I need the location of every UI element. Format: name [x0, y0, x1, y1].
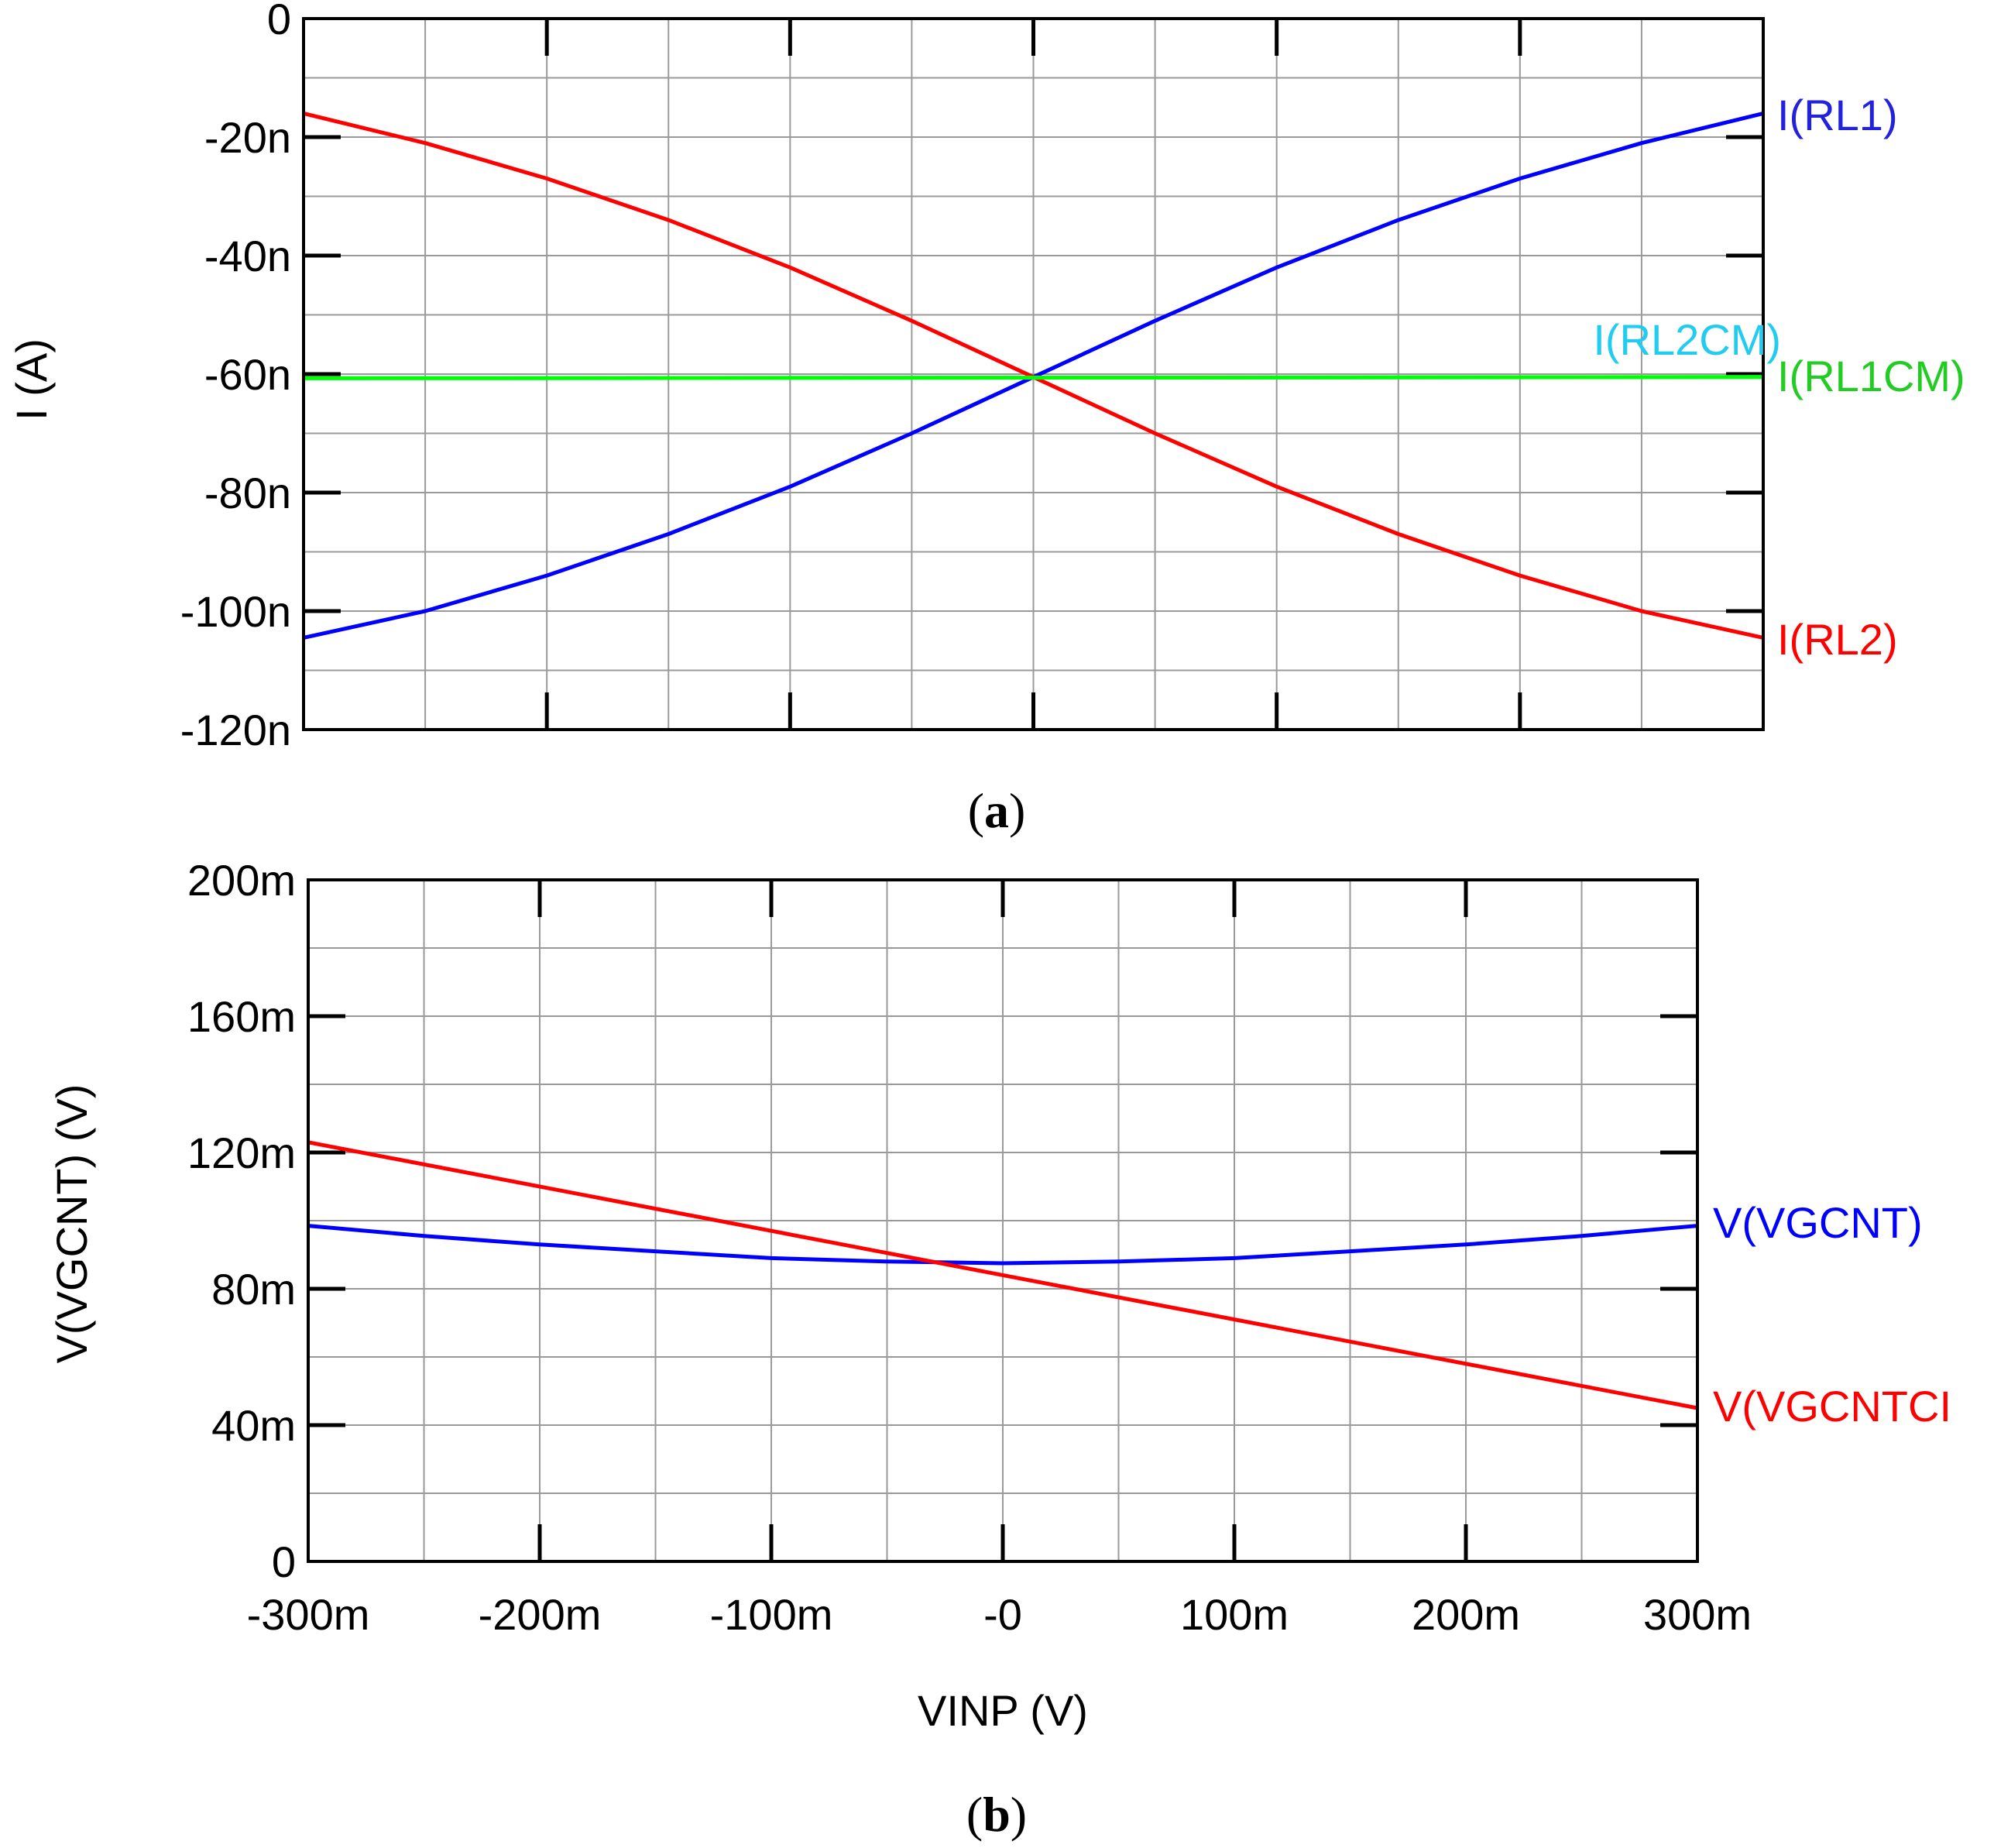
panel-b-major-ticks [308, 880, 1697, 1561]
y-tick-label: 0 [272, 1537, 296, 1586]
panel-b-y-axis-title: V(VGCNT) (V) [47, 1084, 96, 1364]
panel-b-x-tick-labels: -300m -200m -100m -0 100m 200m 300m [247, 1590, 1752, 1639]
series-label-i-rl1: I(RL1) [1777, 91, 1898, 139]
series-label-i-rl2: I(RL2) [1777, 615, 1898, 664]
panel-a-caption-letter: a [984, 783, 1009, 838]
panel-a-caption: (a) [968, 783, 1026, 838]
x-tick-label: 200m [1412, 1590, 1520, 1639]
panel-a-chart: 0 -20n -40n -60n -80n -100n -120n I (A) I(RL1)… [7, 0, 1965, 838]
panel-a-series [303, 111, 1764, 640]
y-tick-label: 120m [187, 1128, 296, 1177]
panel-b-chart: 200m 160m 120m 80m 40m 0 -300m -200m -100m -0 100… [47, 856, 1951, 1842]
x-tick-label: 300m [1643, 1590, 1752, 1639]
panel-b-plot-frame [307, 878, 1699, 1563]
panel-a-plot-frame [302, 17, 1765, 731]
series-label-i-rl2cm: I(RL2CM) [1593, 315, 1781, 364]
y-tick-label: -60n [204, 350, 291, 399]
panel-b-caption-letter: b [983, 1787, 1011, 1842]
panel-b-y-tick-labels: 200m 160m 120m 80m 40m 0 [187, 856, 296, 1586]
x-tick-label: -0 [983, 1590, 1022, 1639]
panel-a-gridlines [303, 18, 1764, 730]
y-tick-label: 0 [267, 0, 291, 43]
panel-a-major-ticks [304, 19, 1763, 730]
panel-a-y-axis-title: I (A) [7, 338, 56, 421]
y-tick-label: -20n [204, 113, 291, 162]
series-label-v-vgcnt: V(VGCNT) [1713, 1198, 1923, 1247]
series-line-v-vgcnt [307, 1224, 1698, 1266]
series-label-i-rl1cm: I(RL1CM) [1777, 352, 1965, 400]
series-line-i-rl1cm [303, 375, 1764, 380]
y-tick-label: 80m [211, 1265, 296, 1314]
y-tick-label: -80n [204, 469, 291, 517]
x-tick-label: -200m [479, 1590, 602, 1639]
panel-a-y-tick-labels: 0 -20n -40n -60n -80n -100n -120n [180, 0, 291, 754]
panel-b-x-axis-title: VINP (V) [918, 1686, 1088, 1735]
x-tick-label: -300m [247, 1590, 370, 1639]
panel-b-series-labels: V(VGCNT) V(VGCNTCI [1713, 1198, 1951, 1431]
x-tick-label: 100m [1180, 1590, 1289, 1639]
y-tick-label: -40n [204, 232, 291, 280]
y-tick-label: 200m [187, 856, 296, 905]
y-tick-label: -100n [180, 587, 291, 636]
series-line-v-vgcntci [307, 1140, 1698, 1410]
x-tick-label: -100m [710, 1590, 833, 1639]
panel-b-gridlines [307, 879, 1698, 1562]
y-tick-label: 160m [187, 992, 296, 1041]
panel-b-caption: (b) [966, 1787, 1027, 1842]
y-tick-label: -120n [180, 706, 291, 754]
series-label-v-vgcntci: V(VGCNTCI [1713, 1382, 1951, 1431]
y-tick-label: 40m [211, 1401, 296, 1450]
panel-b-series [307, 1140, 1698, 1410]
panel-a-series-labels: I(RL1) I(RL2) I(RL2CM)I(RL1CM) [1593, 91, 1965, 664]
